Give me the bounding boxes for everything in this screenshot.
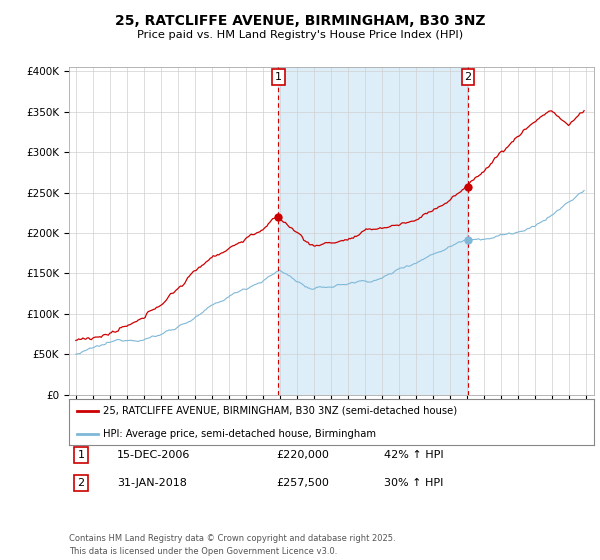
Text: 1: 1 [77,450,85,460]
Text: 15-DEC-2006: 15-DEC-2006 [117,450,190,460]
Text: 25, RATCLIFFE AVENUE, BIRMINGHAM, B30 3NZ: 25, RATCLIFFE AVENUE, BIRMINGHAM, B30 3N… [115,14,485,28]
Text: £257,500: £257,500 [276,478,329,488]
Text: 31-JAN-2018: 31-JAN-2018 [117,478,187,488]
Text: £220,000: £220,000 [276,450,329,460]
Text: 30% ↑ HPI: 30% ↑ HPI [384,478,443,488]
Text: 2: 2 [77,478,85,488]
Text: 25, RATCLIFFE AVENUE, BIRMINGHAM, B30 3NZ (semi-detached house): 25, RATCLIFFE AVENUE, BIRMINGHAM, B30 3N… [103,406,457,416]
Text: Price paid vs. HM Land Registry's House Price Index (HPI): Price paid vs. HM Land Registry's House … [137,30,463,40]
Text: HPI: Average price, semi-detached house, Birmingham: HPI: Average price, semi-detached house,… [103,429,376,438]
Text: Contains HM Land Registry data © Crown copyright and database right 2025.
This d: Contains HM Land Registry data © Crown c… [69,534,395,556]
Text: 1: 1 [275,72,282,82]
Bar [278,67,468,395]
Text: 2: 2 [464,72,472,82]
Text: 42% ↑ HPI: 42% ↑ HPI [384,450,443,460]
